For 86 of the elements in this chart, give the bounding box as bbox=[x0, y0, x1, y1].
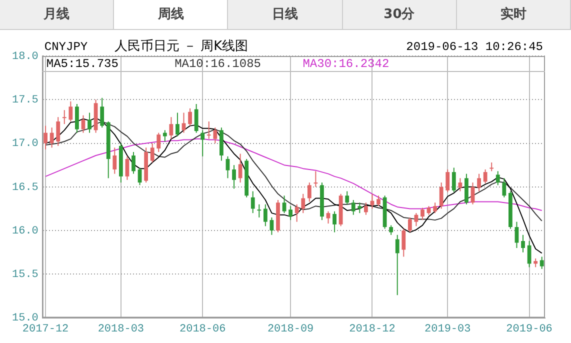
text: 周线 bbox=[114, 0, 228, 29]
chart-subtitle: CNYJPY bbox=[44, 40, 88, 54]
candlestick bbox=[376, 195, 380, 207]
y-tick-label: 15.0 bbox=[12, 312, 38, 325]
candlestick bbox=[326, 210, 330, 224]
candlestick bbox=[232, 164, 236, 190]
candlestick bbox=[358, 202, 362, 214]
candlestick bbox=[162, 130, 167, 142]
candlestick bbox=[514, 221, 519, 248]
candlestick bbox=[452, 167, 456, 193]
candlestick bbox=[250, 190, 255, 214]
candlestick bbox=[270, 216, 274, 236]
x-tick-label: 2017-12 bbox=[22, 323, 69, 336]
candlestick bbox=[395, 234, 400, 296]
candlestick bbox=[50, 127, 54, 148]
candlestick bbox=[446, 168, 450, 193]
candlestick bbox=[226, 156, 230, 179]
candlestick bbox=[521, 234, 525, 253]
candlestick bbox=[263, 204, 268, 227]
candlestick bbox=[402, 228, 406, 258]
candlestick bbox=[420, 207, 424, 221]
text: MA10:16.1085 bbox=[174, 57, 261, 72]
candlestick bbox=[88, 112, 92, 134]
candlestick bbox=[477, 173, 481, 192]
candlestick bbox=[314, 170, 318, 188]
candlestick bbox=[414, 212, 418, 227]
candlestick bbox=[439, 182, 444, 210]
text: 月线 bbox=[0, 0, 114, 29]
candlestick bbox=[540, 256, 544, 270]
candlestick bbox=[294, 204, 299, 222]
candlestick bbox=[200, 130, 205, 157]
candlestick bbox=[194, 103, 198, 134]
candlestick bbox=[238, 153, 242, 184]
text: 日线 bbox=[228, 0, 343, 29]
candlestick bbox=[75, 103, 79, 134]
y-tick-label: 17.5 bbox=[12, 94, 38, 107]
candlestick bbox=[257, 204, 262, 218]
candlestick bbox=[301, 193, 306, 214]
candlestick bbox=[81, 114, 86, 134]
candlestick bbox=[100, 97, 104, 128]
candlestick bbox=[169, 116, 174, 140]
candlestick bbox=[125, 156, 130, 180]
candlestick bbox=[62, 110, 66, 125]
y-tick-label: 15.5 bbox=[12, 269, 38, 282]
candlestick bbox=[56, 116, 60, 146]
candlestick bbox=[433, 202, 438, 214]
candlestick bbox=[206, 120, 211, 140]
chart-title: 人民币日元 － 周K线图 bbox=[114, 39, 248, 54]
text: 30分 bbox=[342, 0, 457, 29]
text: 2019-06-13 10:26:45 bbox=[406, 40, 543, 54]
candlestick bbox=[44, 125, 48, 150]
candlestick bbox=[364, 202, 368, 216]
text: 实时 bbox=[456, 0, 571, 29]
candlestick bbox=[408, 216, 412, 233]
candlestick bbox=[345, 190, 350, 205]
y-tick-label: 17.0 bbox=[12, 138, 38, 150]
candlestick bbox=[112, 147, 117, 174]
candlestick bbox=[150, 142, 154, 163]
candlestick bbox=[156, 132, 161, 152]
candlestick bbox=[176, 112, 180, 137]
candlestick bbox=[483, 168, 488, 184]
candlestick bbox=[496, 170, 500, 186]
candlestick bbox=[182, 112, 186, 134]
candlestick bbox=[458, 178, 462, 192]
text: MA5:15.735 bbox=[46, 57, 118, 72]
candlestick bbox=[282, 195, 286, 214]
candlestick bbox=[213, 127, 218, 144]
candlestick bbox=[288, 206, 293, 221]
text: MA30:16.2342 bbox=[302, 57, 390, 72]
candlestick bbox=[68, 100, 73, 122]
candlestick bbox=[307, 182, 312, 202]
x-tick-label: 2019-06 bbox=[506, 323, 552, 336]
candlestick bbox=[132, 151, 136, 174]
x-tick-label: 2019-03 bbox=[424, 323, 471, 336]
y-tick-label: 16.0 bbox=[12, 225, 38, 238]
x-tick-label: 2018-06 bbox=[179, 323, 226, 336]
x-tick-label: 2018-09 bbox=[267, 323, 314, 336]
x-tick-label: 2018-12 bbox=[349, 323, 396, 336]
candlestick bbox=[188, 108, 192, 126]
x-tick-label: 2018-03 bbox=[98, 323, 144, 336]
candlestick bbox=[332, 210, 336, 233]
y-tick-label: 18.0 bbox=[12, 50, 38, 63]
candlestick bbox=[502, 178, 506, 198]
candlestick bbox=[389, 224, 394, 236]
y-tick-label: 16.5 bbox=[12, 182, 38, 194]
candlestick bbox=[351, 199, 356, 216]
